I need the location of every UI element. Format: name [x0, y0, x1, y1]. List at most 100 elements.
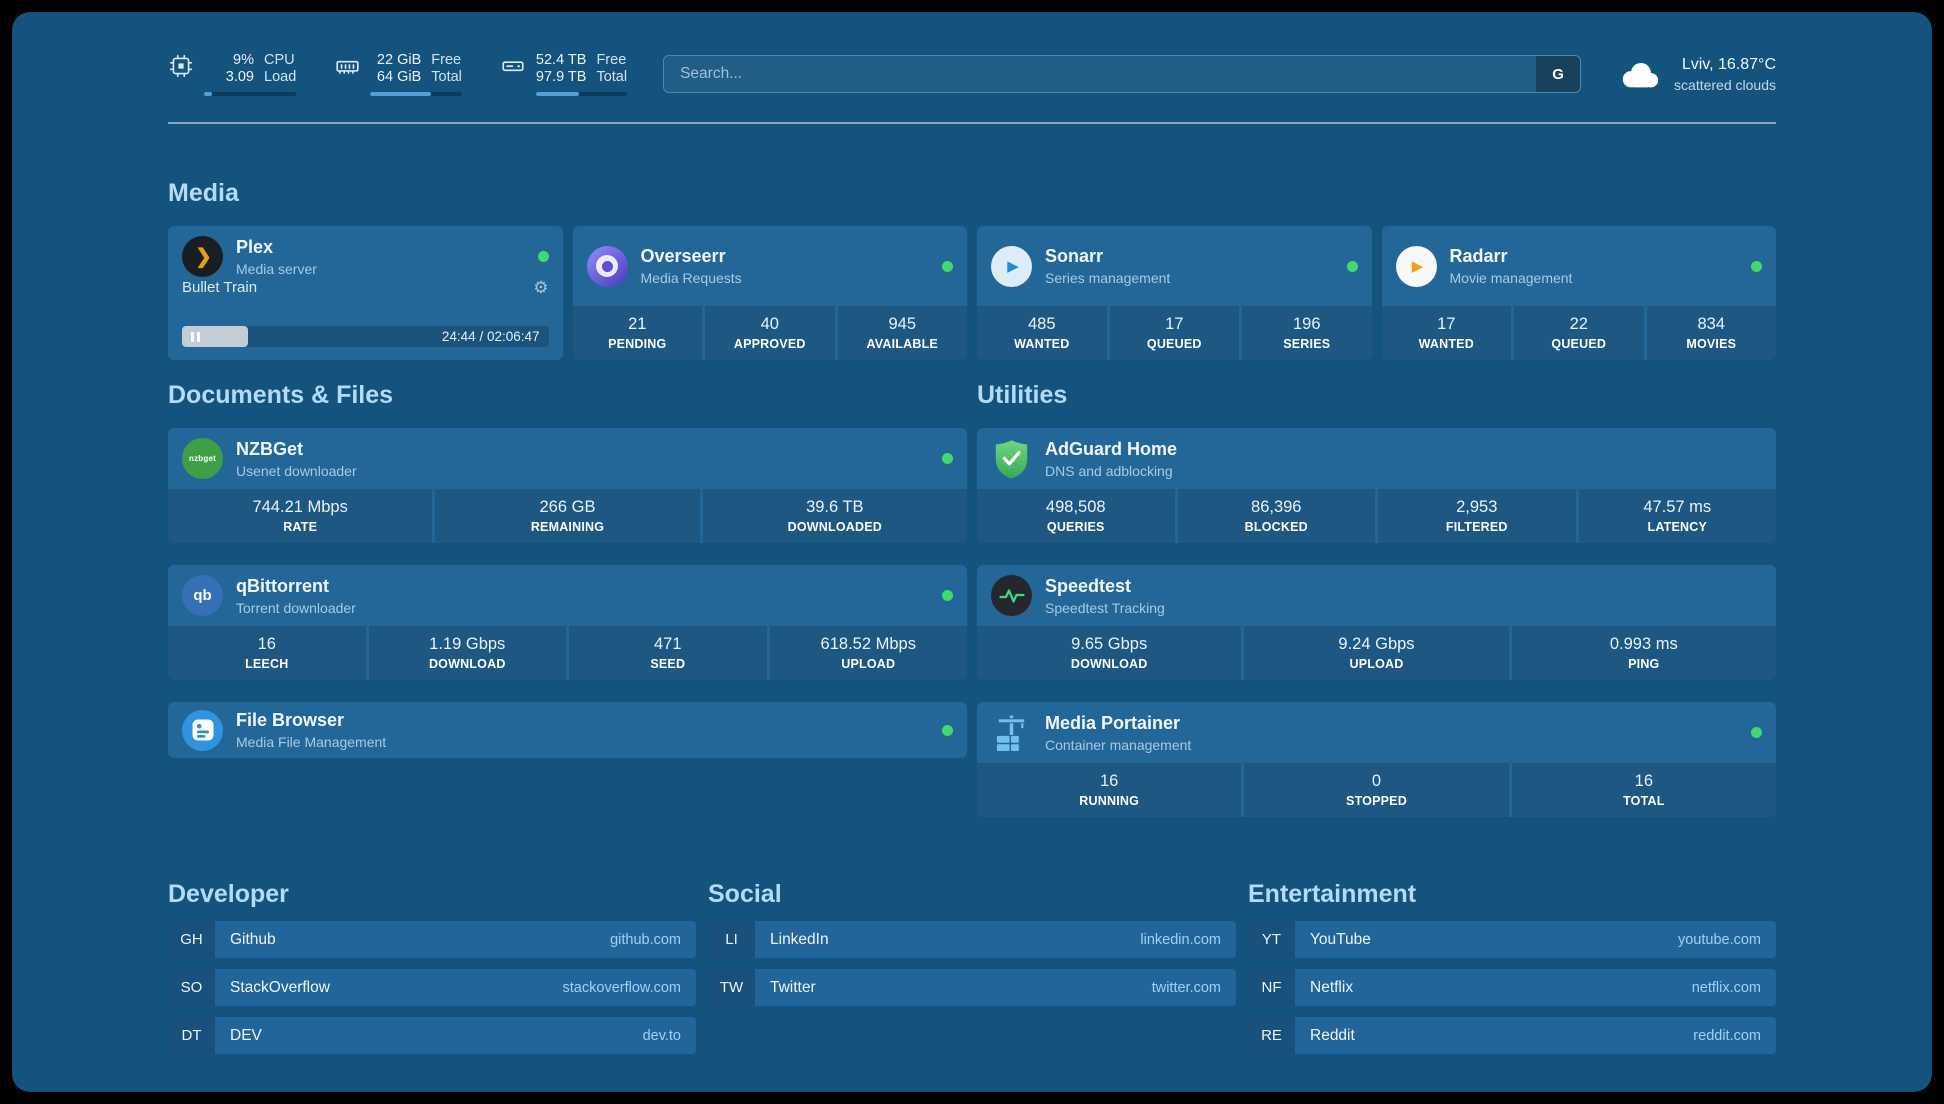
bookmark-abbr: GH [168, 921, 215, 958]
service-subtitle: Movie management [1449, 270, 1573, 286]
filebrowser-card[interactable]: File Browser Media File Management [168, 702, 967, 758]
memory-free-value: 22 GiB [376, 52, 422, 68]
service-subtitle: Media server [236, 260, 317, 277]
bookmark-github[interactable]: GH Github github.com [168, 921, 696, 958]
speedtest-icon [991, 575, 1032, 616]
bookmark-youtube[interactable]: YT YouTube youtube.com [1248, 921, 1776, 958]
stat-tile-wanted: 485 WANTED [977, 306, 1107, 360]
bookmark-abbr: LI [708, 921, 755, 958]
overseerr-icon [586, 245, 628, 287]
service-title: NZBGet [236, 438, 303, 459]
stat-tile-downloaded: 39.6 TB DOWNLOADED [702, 489, 967, 543]
radarr-card[interactable]: ▶ Radarr Movie management 17 WANTED 22 QUE… [1381, 226, 1776, 360]
search-provider-button[interactable]: G [1536, 56, 1581, 92]
bookmark-twitter[interactable]: TW Twitter twitter.com [708, 969, 1236, 1006]
section-media: Media ❯ Plex Media server Bullet Train ⚙ [168, 178, 1776, 360]
stat-tile-upload: 9.24 Gbps UPLOAD [1244, 626, 1509, 680]
service-subtitle: Media File Management [236, 734, 387, 750]
dashboard: 9% 3.09 CPU Load 22 GiB 64 GiB Free Tota… [12, 12, 1932, 1092]
service-title: Radarr [1449, 246, 1508, 266]
adguard-card[interactable]: AdGuard Home DNS and adblocking 498,508 Q… [977, 428, 1776, 543]
nzbget-card[interactable]: nzbget NZBGet Usenet downloader 744.21 M… [168, 428, 967, 543]
plex-card[interactable]: ❯ Plex Media server Bullet Train ⚙ 24:44… [168, 226, 563, 360]
status-dot [942, 590, 953, 601]
service-title: Sonarr [1045, 246, 1104, 266]
stat-tile-seed: 471 SEED [569, 626, 767, 680]
bookmark-linkedin[interactable]: LI LinkedIn linkedin.com [708, 921, 1236, 958]
memory-total-label: Total [431, 69, 462, 85]
stat-tile-series: 196 SERIES [1242, 306, 1372, 360]
overseerr-card[interactable]: Overseerr Media Requests 21 PENDING 40 APP… [572, 226, 967, 360]
bookmark-name: Reddit [1310, 1026, 1355, 1044]
playback-progress-bar[interactable]: 24:44 / 02:06:47 [182, 326, 549, 347]
service-subtitle: Series management [1045, 270, 1171, 286]
search-input[interactable] [664, 56, 1537, 92]
developer-section-title: Developer [168, 880, 289, 908]
status-dot [942, 724, 953, 736]
service-title: Plex [236, 236, 274, 257]
stat-tile-queries: 498,508 QUERIES [977, 489, 1175, 543]
service-subtitle: Media Requests [640, 270, 742, 286]
disk-total-label: Total [596, 69, 628, 85]
gear-icon[interactable]: ⚙ [533, 278, 549, 297]
service-subtitle: Usenet downloader [236, 462, 357, 479]
qbittorrent-icon: qb [182, 575, 223, 616]
memory-total-value: 64 GiB [376, 69, 422, 85]
service-title: qBittorrent [236, 575, 329, 596]
bookmark-reddit[interactable]: RE Reddit reddit.com [1248, 1017, 1776, 1054]
cpu-progress-bar [204, 92, 297, 96]
bookmark-abbr: NF [1248, 969, 1295, 1006]
social-section-title: Social [708, 880, 782, 908]
stat-tile-running: 16 RUNNING [977, 763, 1242, 817]
speedtest-card[interactable]: Speedtest Speedtest Tracking 9.65 Gbps DO… [977, 565, 1776, 680]
disk-free-value: 52.4 TB [535, 52, 587, 68]
disk-icon [502, 61, 524, 72]
bookmark-abbr: SO [168, 969, 215, 1006]
stat-tile-total: 16 TOTAL [1511, 763, 1776, 817]
weather-condition: scattered clouds [1674, 76, 1776, 93]
service-title: Media Portainer [1045, 712, 1181, 733]
bookmark-abbr: DT [168, 1017, 215, 1054]
bookmark-group-entertainment: Entertainment YT YouTube youtube.com NF … [1248, 879, 1776, 1054]
media-section-title: Media [168, 179, 239, 207]
qbittorrent-card[interactable]: qb qBittorrent Torrent downloader 16 LEEC… [168, 565, 967, 680]
stat-tile-pending: 21 PENDING [572, 306, 702, 360]
memory-progress-bar [370, 92, 462, 96]
bookmark-name: Twitter [770, 978, 816, 996]
memory-widget: 22 GiB 64 GiB Free Total [334, 52, 462, 96]
bookmark-domain: dev.to [642, 1027, 681, 1044]
bookmark-domain: stackoverflow.com [562, 979, 681, 996]
bookmark-dev[interactable]: DT DEV dev.to [168, 1017, 696, 1054]
bookmark-abbr: YT [1248, 921, 1295, 958]
bookmark-domain: linkedin.com [1140, 931, 1221, 948]
header-divider [168, 122, 1776, 124]
stat-tile-leech: 16 LEECH [168, 626, 366, 680]
portainer-card[interactable]: Media Portainer Container management 16 R… [977, 702, 1776, 817]
bookmark-abbr: RE [1248, 1017, 1295, 1054]
status-dot [942, 260, 953, 272]
utilities-section-title: Utilities [977, 381, 1068, 409]
top-bar: 9% 3.09 CPU Load 22 GiB 64 GiB Free Tota… [168, 12, 1776, 98]
service-subtitle: Speedtest Tracking [1045, 599, 1165, 616]
sonarr-card[interactable]: ▶ Sonarr Series management 485 WANTED 17 Q… [977, 226, 1372, 360]
service-title: Overseerr [640, 246, 726, 266]
bookmark-netflix[interactable]: NF Netflix netflix.com [1248, 969, 1776, 1006]
portainer-crane-icon [991, 712, 1032, 753]
memory-icon [336, 60, 359, 74]
stat-tile-upload: 618.52 Mbps UPLOAD [769, 626, 967, 680]
stat-tile-download: 9.65 Gbps DOWNLOAD [977, 626, 1242, 680]
bookmark-stackoverflow[interactable]: SO StackOverflow stackoverflow.com [168, 969, 696, 1006]
stat-tile-wanted: 17 WANTED [1381, 306, 1511, 360]
cloud-icon [1622, 62, 1659, 87]
bookmark-domain: youtube.com [1677, 931, 1761, 948]
plex-icon: ❯ [182, 236, 223, 277]
stat-tile-blocked: 86,396 BLOCKED [1177, 489, 1375, 543]
bookmark-domain: netflix.com [1691, 979, 1761, 996]
cpu-usage-value: 9% [233, 52, 254, 68]
bookmark-name: DEV [230, 1026, 262, 1044]
bookmark-group-developer: Developer GH Github github.com SO StackO… [168, 879, 696, 1054]
pause-icon[interactable] [191, 331, 200, 342]
bookmark-domain: twitter.com [1151, 979, 1221, 996]
cpu-chip-icon [169, 54, 193, 78]
playback-time: 24:44 / 02:06:47 [441, 329, 540, 344]
